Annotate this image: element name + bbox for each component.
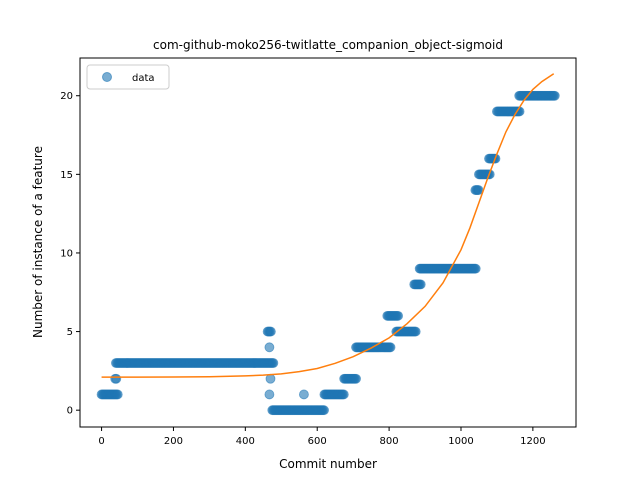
data-point [268,358,279,368]
data-point [470,263,481,274]
x-tick-label: 1000 [448,436,473,447]
legend: data [86,64,170,90]
y-tick-label: 0 [67,406,73,417]
y-axis-label: Number of instance of a feature [31,146,45,338]
data-point [549,90,560,101]
data-point [338,389,349,400]
y-tick-label: 15 [60,170,73,181]
x-tick-label: 0 [98,436,104,447]
x-tick-label: 200 [164,436,183,447]
data-point [264,342,275,353]
data-point [111,373,122,384]
legend-box [86,64,170,90]
chart-title: com-github-moko256-twitlatte_companion_o… [153,38,503,52]
x-tick-label: 800 [380,436,399,447]
sigmoid-fit-line [101,73,555,378]
data-point [385,342,396,353]
x-tick-label: 1200 [520,436,545,447]
data-point [265,326,276,337]
y-tick-label: 10 [60,248,73,259]
fit-line [101,73,555,378]
legend-label-data: data [132,73,155,84]
data-point [410,326,421,337]
y-tick-label: 20 [60,91,73,102]
data-point [351,373,361,384]
x-axis-ticks: 0 200 400 600 800 1000 1200 [98,427,546,447]
x-tick-label: 400 [236,436,255,447]
y-tick-label: 5 [67,327,73,338]
data-points [96,90,560,416]
data-point [299,389,309,400]
data-point [264,389,275,400]
plot-frame [79,57,577,428]
data-point [112,389,123,400]
data-point [319,405,329,416]
data-point [393,310,403,321]
legend-marker-data [102,72,112,82]
y-axis-ticks: 0 5 10 15 20 [60,91,80,417]
x-tick-label: 600 [308,436,327,447]
data-point [415,279,426,290]
x-axis-label: Commit number [279,457,377,471]
